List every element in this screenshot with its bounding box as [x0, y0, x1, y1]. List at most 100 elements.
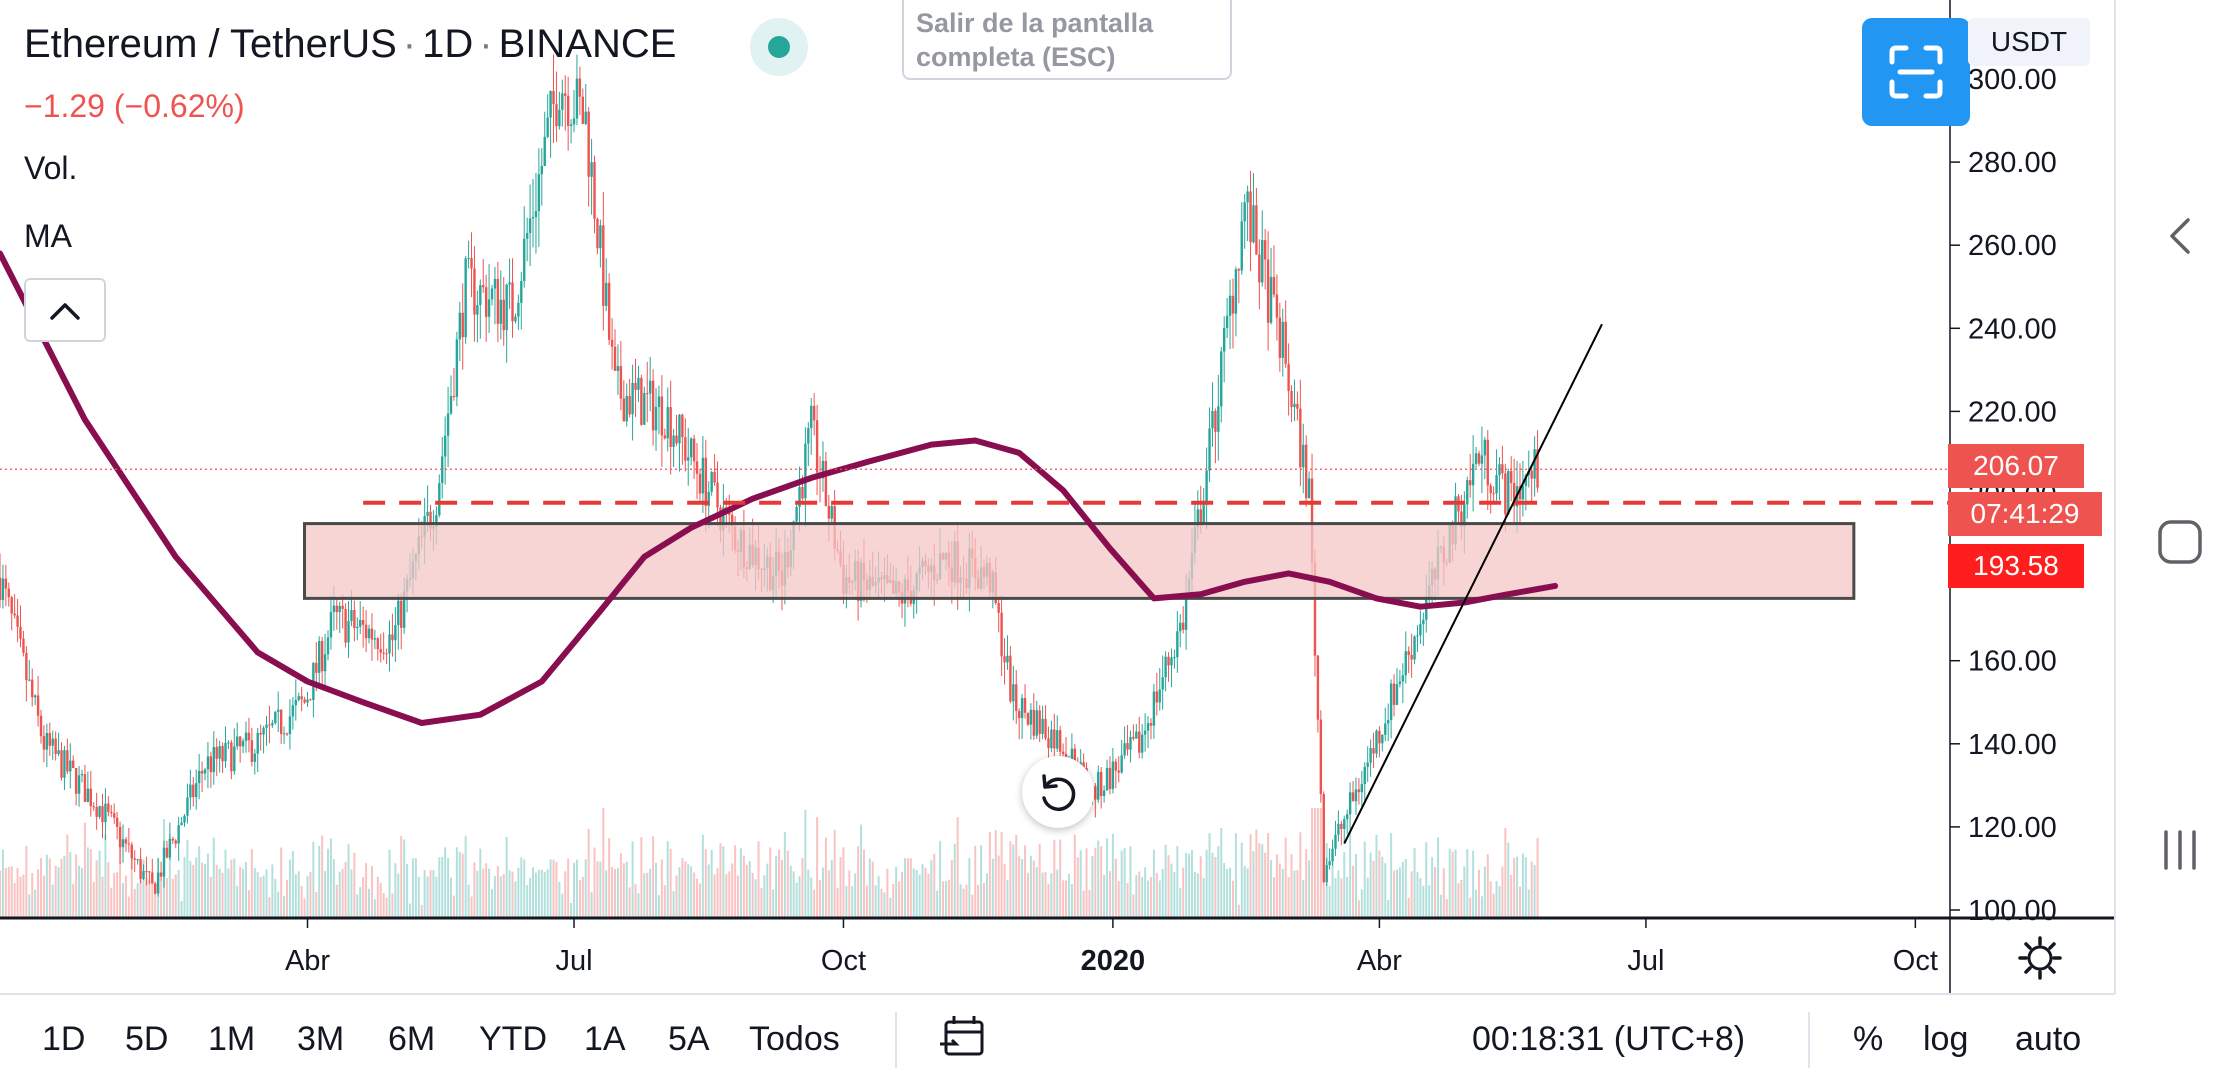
- volume-bar: [31, 873, 34, 918]
- clock-timezone[interactable]: 00:18:31 (UTC+8): [1472, 1020, 1746, 1058]
- volume-bar: [136, 883, 139, 918]
- candle-body: [1290, 391, 1293, 408]
- volume-bar: [546, 869, 549, 918]
- candle-body: [1419, 624, 1422, 636]
- candle-body: [528, 218, 532, 234]
- volume-bar: [1290, 854, 1293, 918]
- timeframe-6m[interactable]: 6M: [388, 1020, 436, 1058]
- volume-bar: [590, 892, 593, 918]
- volume-bar: [1354, 853, 1357, 918]
- log-scale-toggle[interactable]: log: [1923, 1020, 1969, 1058]
- time-tick-label: 2020: [1081, 945, 1146, 977]
- candle-body: [1263, 240, 1267, 260]
- candle-body: [1357, 789, 1361, 793]
- candle-body: [92, 806, 95, 808]
- volume-bar: [86, 847, 89, 918]
- candle-body: [315, 662, 318, 673]
- volume-bar: [438, 857, 441, 918]
- volume-bar: [1114, 858, 1117, 918]
- collapse-legend-button[interactable]: [24, 278, 106, 342]
- volume-bar: [1018, 856, 1021, 918]
- volume-bar: [1457, 883, 1460, 918]
- volume-bar: [192, 865, 195, 918]
- nav-back-button[interactable]: [2150, 206, 2210, 266]
- volume-bar: [1346, 876, 1349, 918]
- candle-body: [98, 806, 101, 817]
- candle-body: [584, 111, 587, 124]
- exit-fullscreen-button[interactable]: [1862, 18, 1970, 126]
- volume-bar: [1533, 864, 1536, 918]
- volume-indicator-label[interactable]: Vol.: [24, 150, 78, 186]
- volume-bar: [1442, 868, 1445, 918]
- timeframe-5d[interactable]: 5D: [125, 1020, 169, 1058]
- volume-bar: [139, 857, 142, 918]
- timeframe-3m[interactable]: 3M: [297, 1020, 345, 1058]
- candle-body: [1395, 684, 1399, 705]
- volume-bar: [122, 883, 125, 918]
- timeframe-ytd[interactable]: YTD: [479, 1020, 547, 1058]
- timeframe-1m[interactable]: 1M: [208, 1020, 256, 1058]
- candle-body: [1029, 709, 1033, 725]
- currency-badge[interactable]: USDT: [1968, 18, 2090, 66]
- ma-indicator-label[interactable]: MA: [24, 218, 72, 254]
- volume-bar: [388, 849, 391, 918]
- volume-bar: [584, 859, 587, 918]
- candle-body: [282, 733, 286, 735]
- candle-body: [1000, 612, 1003, 657]
- go-to-date-button[interactable]: [936, 1010, 992, 1066]
- interval-label[interactable]: 1D: [422, 22, 474, 66]
- volume-bar: [201, 862, 204, 918]
- candle-body: [350, 610, 353, 622]
- volume-bar: [526, 885, 529, 918]
- candle-body: [1222, 327, 1226, 352]
- candle-body: [1003, 656, 1006, 663]
- square-icon: [2158, 520, 2202, 564]
- candle-body: [1097, 771, 1100, 800]
- volume-bar: [1416, 872, 1419, 918]
- volume-bar: [353, 852, 356, 918]
- candle-body: [669, 407, 672, 447]
- nav-recents-button[interactable]: [2150, 820, 2210, 880]
- nav-home-button[interactable]: [2150, 512, 2210, 572]
- tooltip-line-1: Salir de la pantalla: [916, 8, 1154, 38]
- volume-bar: [991, 858, 994, 918]
- candle-body: [830, 506, 833, 519]
- market-status-icon[interactable]: [750, 18, 808, 76]
- volume-bar: [1413, 848, 1416, 918]
- volume-bar: [215, 864, 218, 918]
- percent-scale-toggle[interactable]: %: [1853, 1020, 1884, 1058]
- candle-body: [496, 278, 500, 324]
- volume-bar: [974, 845, 977, 918]
- candle-body: [1486, 439, 1489, 486]
- volume-bar: [42, 875, 45, 918]
- volume-bar: [107, 862, 110, 918]
- volume-bar: [921, 864, 924, 918]
- candle-body: [1304, 444, 1308, 499]
- candlesticks: [0, 54, 1539, 897]
- volume-bar: [1211, 852, 1214, 918]
- volume-bar: [564, 871, 567, 918]
- timeframe-todos[interactable]: Todos: [749, 1020, 840, 1058]
- volume-bar: [1393, 870, 1396, 918]
- volume-bar: [1343, 852, 1346, 918]
- volume-bar: [92, 882, 95, 918]
- volume-bar: [1384, 863, 1387, 918]
- volume-bar: [1173, 872, 1176, 918]
- timeframe-1a[interactable]: 1A: [584, 1020, 626, 1058]
- timeframe-1d[interactable]: 1D: [42, 1020, 86, 1058]
- volume-bar: [256, 871, 259, 918]
- volume-bar: [860, 824, 863, 918]
- candle-body: [291, 705, 295, 717]
- candle-body: [441, 456, 444, 484]
- candle-body: [1225, 315, 1229, 328]
- volume-bar: [168, 833, 171, 918]
- candle-body: [1468, 480, 1472, 486]
- candle-body: [1269, 276, 1273, 323]
- timeframe-5a[interactable]: 5A: [668, 1020, 710, 1058]
- reset-chart-button[interactable]: [1022, 756, 1094, 828]
- auto-scale-toggle[interactable]: auto: [2015, 1020, 2082, 1058]
- symbol-name[interactable]: Ethereum / TetherUS: [24, 22, 397, 66]
- volume-bar: [1106, 838, 1109, 918]
- chart-settings-button[interactable]: [2012, 930, 2068, 986]
